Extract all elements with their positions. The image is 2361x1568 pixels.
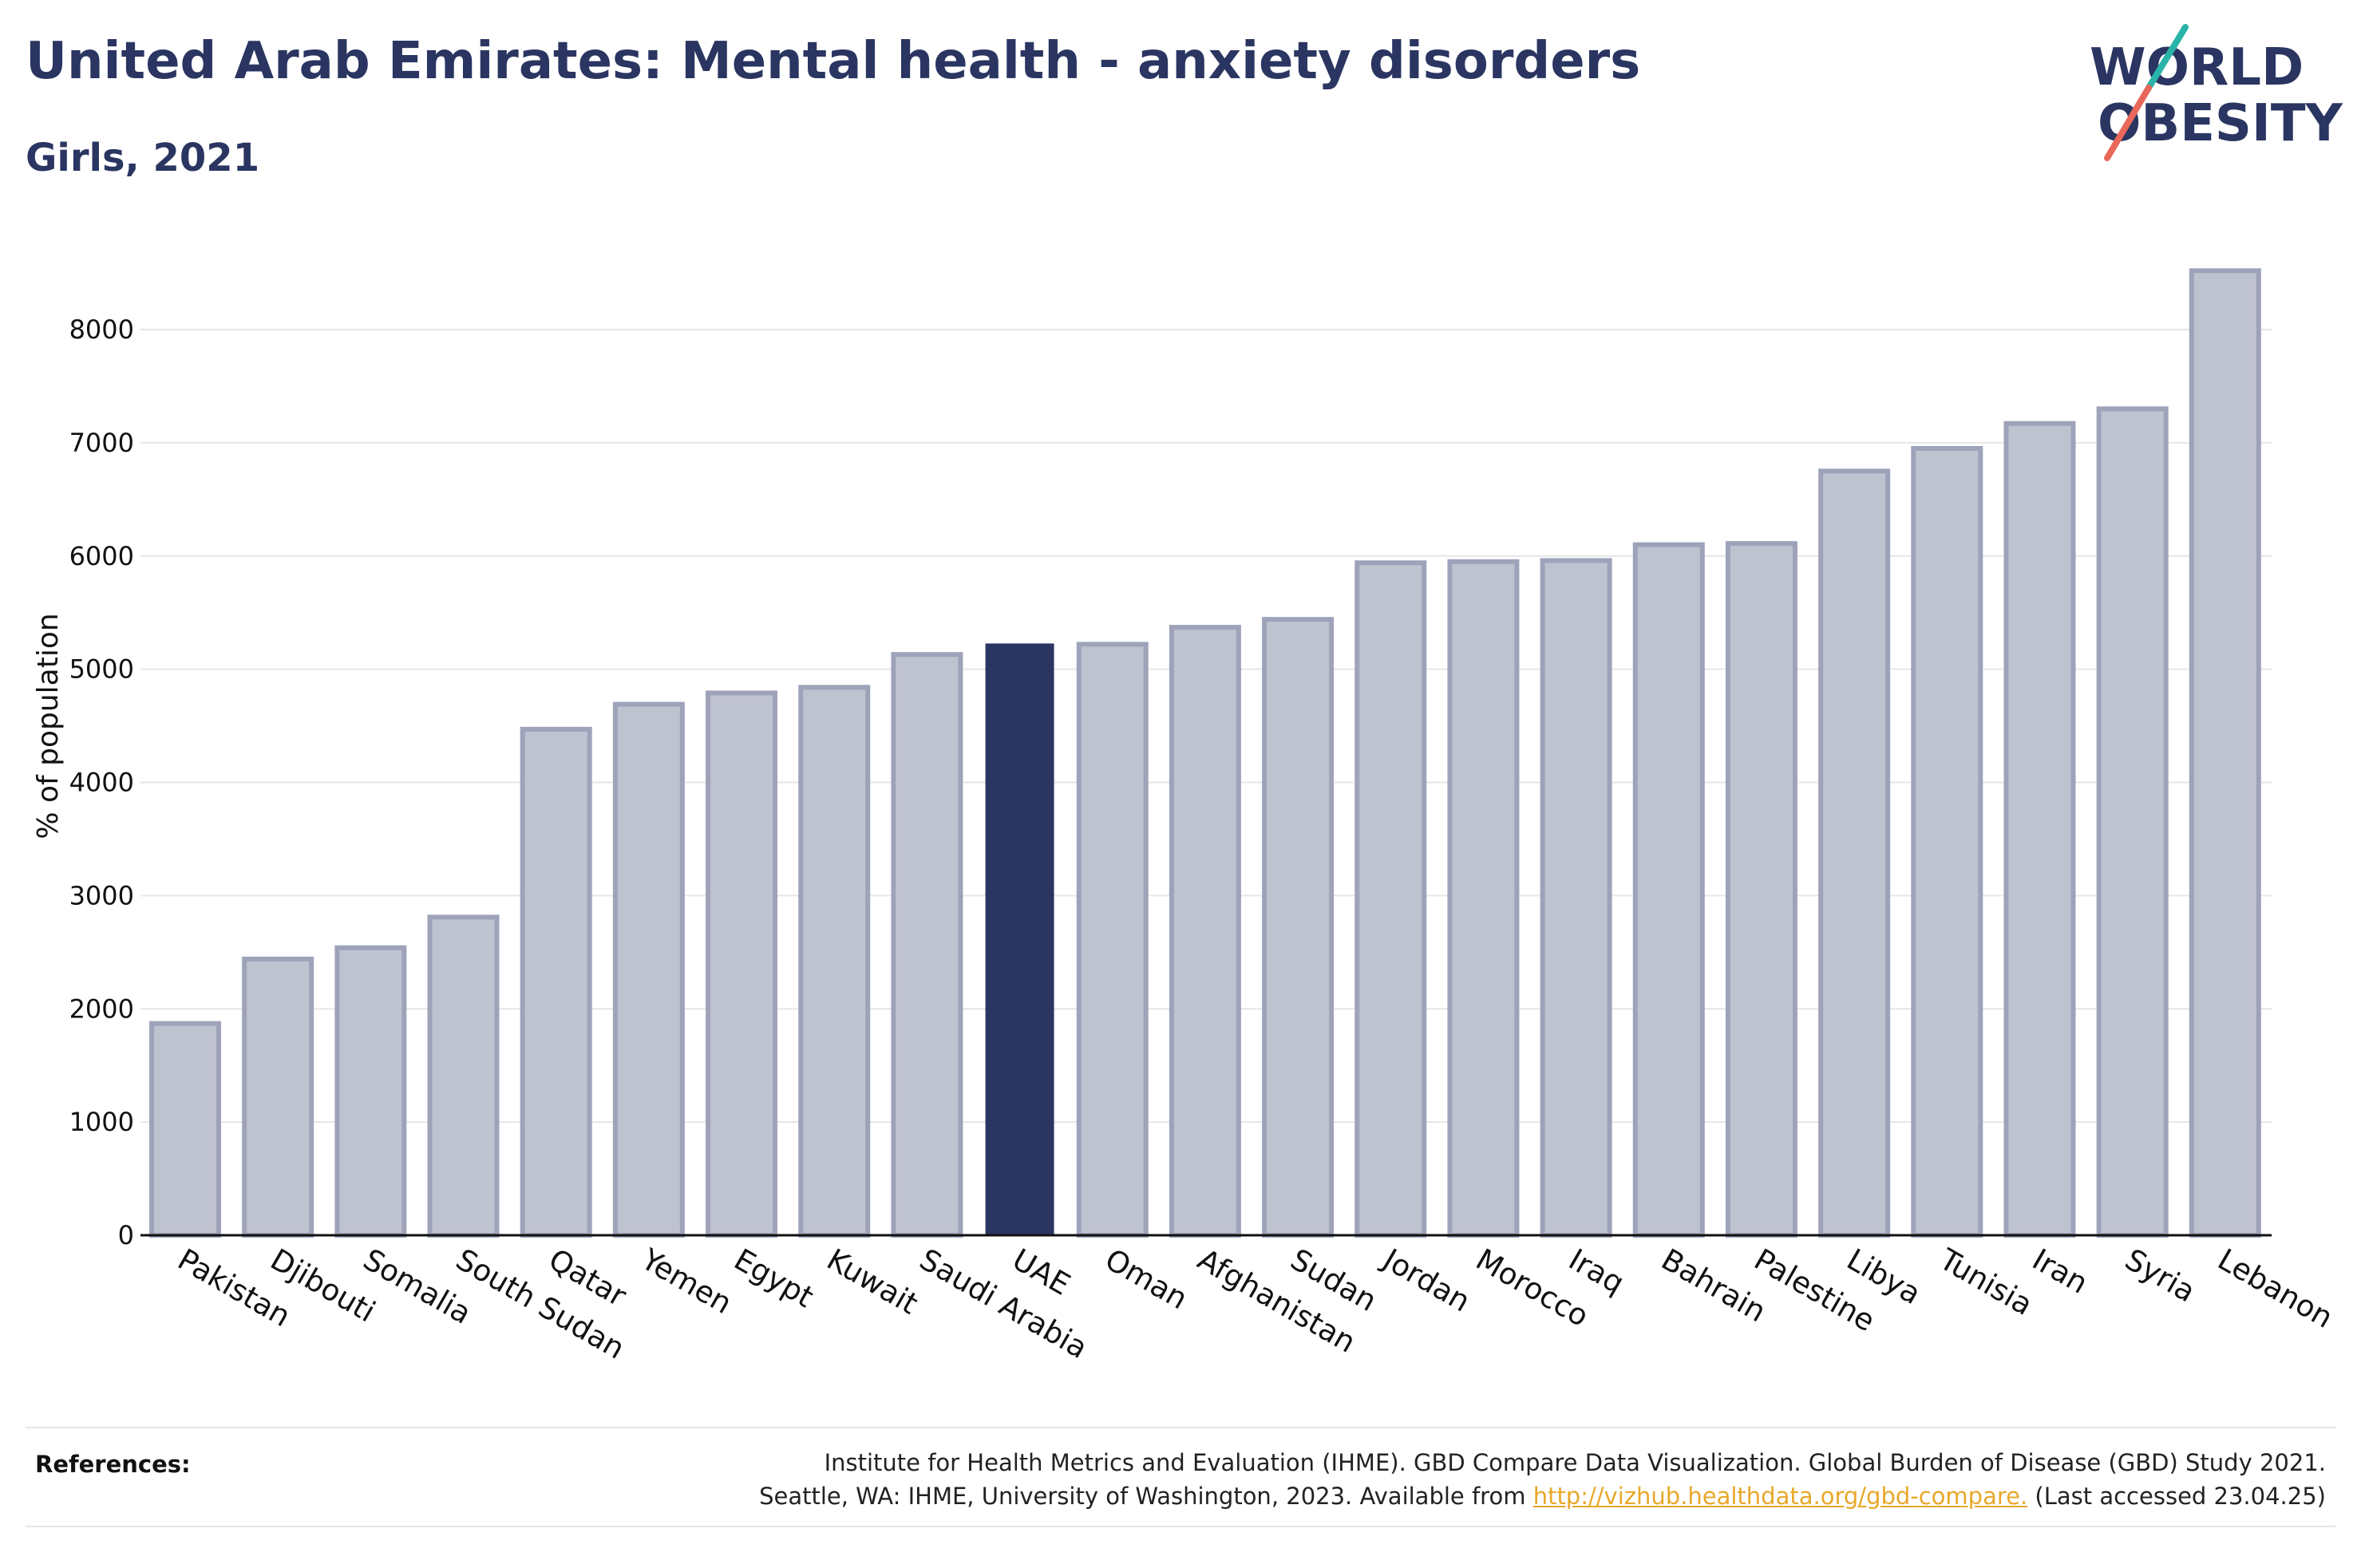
y-tick-label: 1000 [69,1107,134,1137]
footer-divider-top [26,1427,2335,1428]
bar-saudi-arabia [891,652,963,1238]
y-tick-label: 0 [118,1220,134,1250]
reference-line-2-suffix: (Last accessed 23.04.25) [2027,1483,2326,1510]
bar-qatar [520,726,592,1238]
bar-tunisia [1911,445,1983,1238]
y-tick-label: 5000 [69,654,134,685]
logo-slash-coral [2104,85,2152,161]
bar-egypt [706,690,778,1238]
page-subtitle: Girls, 2021 [26,136,260,180]
x-category-label: Bahrain [1655,1242,1771,1329]
bars [149,268,2261,1238]
reference-line-1: Institute for Health Metrics and Evaluat… [824,1449,2326,1476]
y-tick-labels: 0 1000 2000 3000 4000 5000 6000 7000 8000 [69,314,134,1250]
reference-line-2-prefix: Seattle, WA: IHME, University of Washing… [759,1483,1533,1510]
bar-jordan [1355,560,1427,1238]
bar-kuwait [798,685,871,1238]
references-label: References: [35,1451,191,1478]
x-category-label: Egypt [729,1242,820,1315]
y-tick-label: 8000 [69,314,134,345]
bar-iraq [1540,558,1612,1238]
x-category-label: Kuwait [821,1242,924,1321]
bar-lebanon [2189,268,2261,1238]
y-tick-label: 3000 [69,880,134,910]
bar-sudan [1262,617,1335,1238]
logo-slash-teal [2145,24,2189,91]
reference-link[interactable]: http://vizhub.healthdata.org/gbd-compare… [1532,1483,2028,1510]
x-category-label: Jordan [1376,1242,1476,1319]
bar-uae [985,643,1054,1236]
bar-yemen [612,701,685,1238]
x-category-label: Yemen [635,1242,738,1321]
x-category-label: Saudi Arabia [914,1242,1093,1366]
x-category-label: Syria [2119,1242,2201,1309]
bar-syria [2096,406,2169,1238]
reference-line-2: Seattle, WA: IHME, University of Washing… [759,1479,2326,1513]
bar-palestine [1725,541,1797,1238]
y-tick-label: 2000 [69,993,134,1024]
page-title: United Arab Emirates: Mental health - an… [26,32,1641,91]
y-tick-label: 6000 [69,541,134,571]
world-obesity-logo: WORLD OBESITY [2090,24,2343,161]
y-tick-label: 4000 [69,768,134,798]
bar-iran [2003,421,2076,1238]
bar-south-sudan [427,914,500,1238]
references-text: Institute for Health Metrics and Evaluat… [759,1446,2326,1513]
logo-line-world: WORLD [2090,38,2304,97]
x-category-label: Tunisia [1933,1242,2039,1322]
x-category-label: Oman [1099,1242,1193,1317]
bar-somalia [334,945,407,1238]
bar-bahrain [1632,542,1705,1238]
bar-chart: 0 1000 2000 3000 4000 5000 6000 7000 8000 Pakist… [32,268,2339,1366]
bar-oman [1076,642,1149,1238]
bar-libya [1818,468,1891,1238]
bar-afghanistan [1169,625,1241,1238]
bar-morocco [1447,559,1520,1238]
y-axis-title: % of population [32,613,65,839]
x-category-label: Lebanon [2212,1242,2339,1335]
bar-pakistan [149,1021,221,1238]
footer-divider-bottom [26,1526,2335,1527]
y-tick-label: 7000 [69,428,134,458]
bar-djibouti [242,956,314,1238]
